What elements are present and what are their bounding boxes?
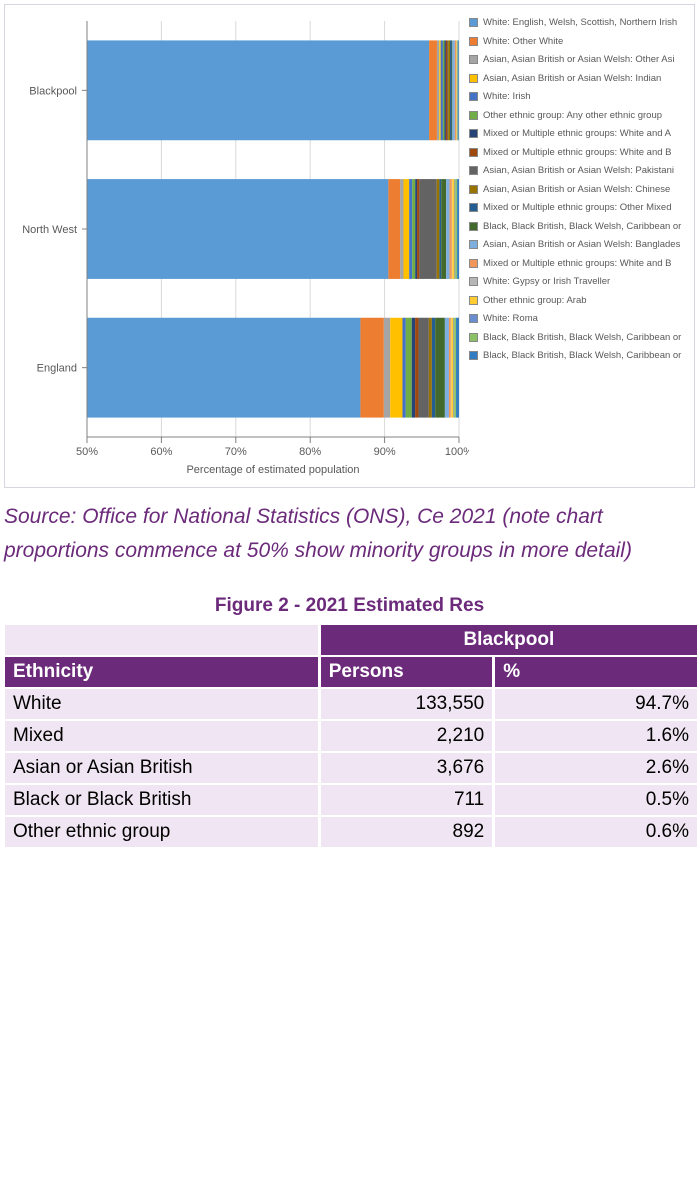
table-row: Asian or Asian British3,6762.6% [5, 753, 697, 783]
percent-value: 0.5% [495, 785, 697, 815]
legend-swatch [469, 55, 478, 64]
legend-swatch [469, 37, 478, 46]
legend-item: White: Gypsy or Irish Traveller [469, 276, 690, 287]
table-row: Other ethnic group8920.6% [5, 817, 697, 847]
legend-item: Other ethnic group: Arab [469, 295, 690, 306]
legend-swatch [469, 296, 478, 305]
legend-label: White: Roma [483, 313, 538, 324]
ethnicity-label: Asian or Asian British [5, 753, 318, 783]
legend-swatch [469, 277, 478, 286]
persons-value: 133,550 [321, 689, 493, 719]
legend-label: Mixed or Multiple ethnic groups: White a… [483, 128, 671, 139]
ethnicity-label: Mixed [5, 721, 318, 751]
svg-text:Blackpool: Blackpool [29, 85, 77, 97]
legend-label: White: Other White [483, 36, 563, 47]
legend-label: Asian, Asian British or Asian Welsh: Pak… [483, 165, 674, 176]
legend-item: Mixed or Multiple ethnic groups: White a… [469, 147, 690, 158]
legend-label: White: English, Welsh, Scottish, Norther… [483, 17, 677, 28]
ethnicity-stacked-bar-chart: 50% 60% 70% 80% 90% 100% Blackpool North West En… [4, 4, 695, 488]
legend-swatch [469, 74, 478, 83]
persons-value: 2,210 [321, 721, 493, 751]
legend-item: White: Other White [469, 36, 690, 47]
chart-plot-area: 50% 60% 70% 80% 90% 100% Blackpool North West En… [9, 13, 469, 483]
legend-item: Black, Black British, Black Welsh, Carib… [469, 221, 690, 232]
persons-value: 711 [321, 785, 493, 815]
svg-text:North West: North West [22, 224, 77, 236]
legend-item: Mixed or Multiple ethnic groups: White a… [469, 128, 690, 139]
legend-swatch [469, 259, 478, 268]
legend-item: Asian, Asian British or Asian Welsh: Chi… [469, 184, 690, 195]
legend-item: Asian, Asian British or Asian Welsh: Pak… [469, 165, 690, 176]
legend-item: Mixed or Multiple ethnic groups: White a… [469, 258, 690, 269]
ethnicity-label: Black or Black British [5, 785, 318, 815]
legend-swatch [469, 222, 478, 231]
percent-value: 1.6% [495, 721, 697, 751]
legend-swatch [469, 351, 478, 360]
legend-item: Other ethnic group: Any other ethnic gro… [469, 110, 690, 121]
legend-swatch [469, 240, 478, 249]
legend-label: Asian, Asian British or Asian Welsh: Ind… [483, 73, 661, 84]
legend-swatch [469, 203, 478, 212]
legend-label: Asian, Asian British or Asian Welsh: Chi… [483, 184, 670, 195]
table-header-blank [5, 625, 318, 655]
table-col-header: Ethnicity [5, 657, 318, 687]
source-note: Source: Office for National Statistics (… [4, 500, 695, 567]
legend-item: White: English, Welsh, Scottish, Norther… [469, 17, 690, 28]
legend-swatch [469, 92, 478, 101]
table-col-header: % [495, 657, 697, 687]
legend-swatch [469, 166, 478, 175]
legend-label: Black, Black British, Black Welsh, Carib… [483, 332, 681, 343]
legend-swatch [469, 111, 478, 120]
svg-text:70%: 70% [225, 446, 247, 458]
legend-label: Black, Black British, Black Welsh, Carib… [483, 221, 681, 232]
svg-text:England: England [37, 363, 77, 375]
table-row: White133,55094.7% [5, 689, 697, 719]
svg-text:60%: 60% [150, 446, 172, 458]
legend-label: Asian, Asian British or Asian Welsh: Ban… [483, 239, 680, 250]
legend-swatch [469, 148, 478, 157]
legend-item: Asian, Asian British or Asian Welsh: Oth… [469, 54, 690, 65]
legend-item: White: Roma [469, 313, 690, 324]
svg-text:Percentage of estimated popula: Percentage of estimated population [186, 464, 359, 476]
table-row: Mixed2,2101.6% [5, 721, 697, 751]
svg-text:100%: 100% [445, 446, 469, 458]
persons-value: 892 [321, 817, 493, 847]
legend-label: Mixed or Multiple ethnic groups: White a… [483, 147, 672, 158]
table-col-header: Persons [321, 657, 493, 687]
legend-item: Asian, Asian British or Asian Welsh: Ban… [469, 239, 690, 250]
legend-swatch [469, 314, 478, 323]
legend-item: White: Irish [469, 91, 690, 102]
legend-swatch [469, 333, 478, 342]
svg-text:80%: 80% [299, 446, 321, 458]
legend-swatch [469, 18, 478, 27]
percent-value: 2.6% [495, 753, 697, 783]
svg-text:90%: 90% [374, 446, 396, 458]
svg-text:50%: 50% [76, 446, 98, 458]
ethnicity-table: BlackpoolEthnicityPersons%White133,55094… [2, 623, 699, 849]
legend-label: Black, Black British, Black Welsh, Carib… [483, 350, 681, 361]
persons-value: 3,676 [321, 753, 493, 783]
legend-label: Other ethnic group: Arab [483, 295, 587, 306]
legend-item: Black, Black British, Black Welsh, Carib… [469, 350, 690, 361]
legend-item: Asian, Asian British or Asian Welsh: Ind… [469, 73, 690, 84]
ethnicity-label: Other ethnic group [5, 817, 318, 847]
legend-label: Mixed or Multiple ethnic groups: White a… [483, 258, 672, 269]
ethnicity-label: White [5, 689, 318, 719]
chart-legend: White: English, Welsh, Scottish, Norther… [469, 13, 690, 483]
legend-item: Black, Black British, Black Welsh, Carib… [469, 332, 690, 343]
percent-value: 94.7% [495, 689, 697, 719]
table-row: Black or Black British7110.5% [5, 785, 697, 815]
legend-label: Other ethnic group: Any other ethnic gro… [483, 110, 662, 121]
legend-swatch [469, 185, 478, 194]
percent-value: 0.6% [495, 817, 697, 847]
legend-label: White: Gypsy or Irish Traveller [483, 276, 610, 287]
legend-label: White: Irish [483, 91, 531, 102]
legend-item: Mixed or Multiple ethnic groups: Other M… [469, 202, 690, 213]
table-group-header: Blackpool [321, 625, 697, 655]
legend-swatch [469, 129, 478, 138]
table-title: Figure 2 - 2021 Estimated Res [4, 595, 695, 617]
legend-label: Mixed or Multiple ethnic groups: Other M… [483, 202, 672, 213]
legend-label: Asian, Asian British or Asian Welsh: Oth… [483, 54, 675, 65]
